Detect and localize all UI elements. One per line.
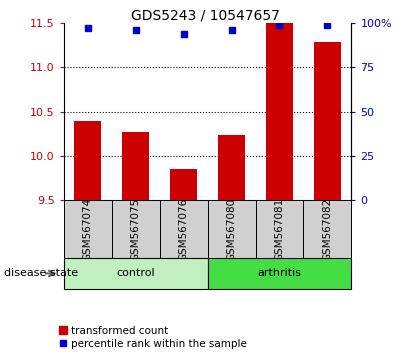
Bar [256, 200, 303, 258]
Text: disease state: disease state [4, 268, 78, 279]
Bar [122, 132, 149, 200]
Bar [64, 200, 112, 258]
Text: control: control [116, 268, 155, 279]
Bar [171, 169, 197, 200]
Bar [208, 258, 351, 289]
Bar [112, 200, 159, 258]
Text: arthritis: arthritis [257, 268, 302, 279]
Bar [74, 121, 101, 200]
Text: GSM567075: GSM567075 [131, 198, 141, 261]
Text: GSM567074: GSM567074 [83, 198, 92, 261]
Bar [303, 200, 351, 258]
Text: GDS5243 / 10547657: GDS5243 / 10547657 [131, 9, 280, 23]
Legend: transformed count, percentile rank within the sample: transformed count, percentile rank withi… [59, 326, 247, 349]
Bar [266, 23, 293, 200]
Text: GSM567082: GSM567082 [323, 198, 332, 261]
Text: GSM567080: GSM567080 [226, 198, 236, 261]
Bar [314, 42, 341, 200]
Text: GSM567081: GSM567081 [275, 198, 284, 261]
Text: GSM567076: GSM567076 [179, 198, 189, 261]
Bar [218, 135, 245, 200]
Bar [208, 200, 256, 258]
Bar [159, 200, 208, 258]
Bar [64, 258, 208, 289]
